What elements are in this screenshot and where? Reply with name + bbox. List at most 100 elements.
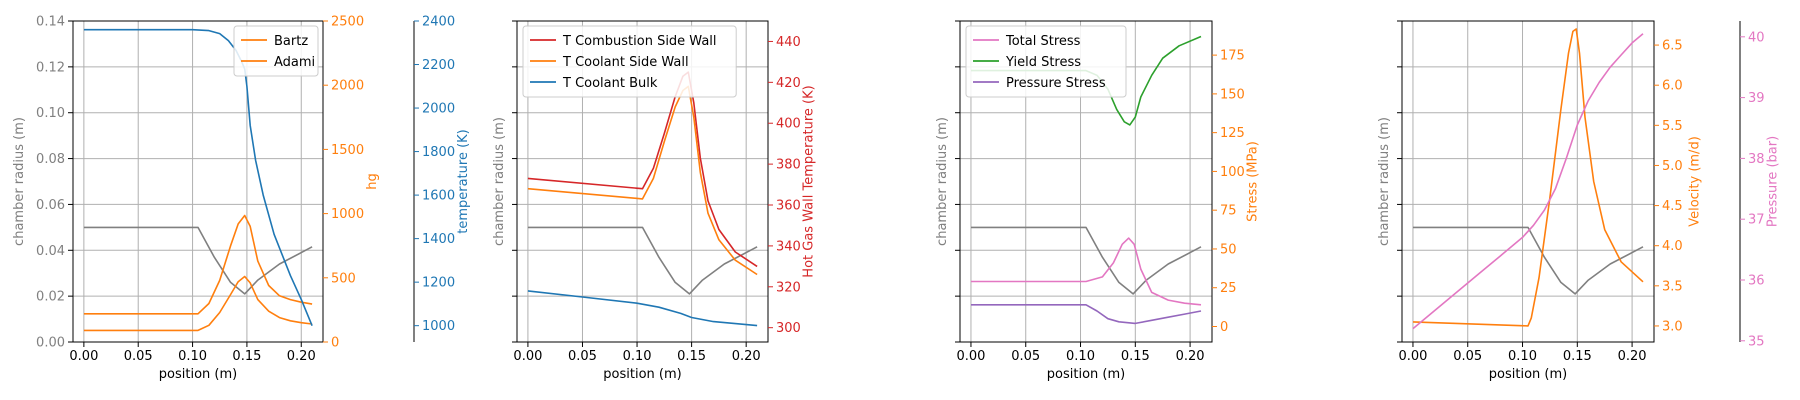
x-tick-label: 0.15 <box>1121 349 1150 364</box>
y-right-axis-label: temperature (K) <box>456 129 471 234</box>
y-right-tick-label: 40 <box>1748 30 1765 45</box>
y-right-tick-label: 6.0 <box>1662 79 1683 94</box>
x-tick-label: 0.20 <box>287 349 316 364</box>
y-right-tick-label: 5.5 <box>1662 119 1683 134</box>
series-line-1 <box>83 226 313 295</box>
plot-frame <box>1401 20 1655 343</box>
y-right-tick-label: 360 <box>776 199 801 214</box>
x-tick-label: 0.05 <box>568 349 597 364</box>
x-tick-label: 0.05 <box>124 349 153 364</box>
y-right-tick-label: 39 <box>1748 91 1765 106</box>
y-left-tick-label: 0.10 <box>36 106 65 121</box>
x-tick-label: 0.20 <box>1618 349 1647 364</box>
y-right-tick-label: 37 <box>1748 213 1765 228</box>
y-right-tick-label: 3.5 <box>1662 279 1683 294</box>
y-right-tick-label: 320 <box>776 280 801 295</box>
y-right-tick-label: 50 <box>1220 242 1237 257</box>
y-left-tick-label: 0.06 <box>36 198 65 213</box>
legend-entry: Pressure Stress <box>1006 76 1106 91</box>
legend-box <box>965 25 1127 98</box>
y-right-tick-label: 6.5 <box>1662 39 1683 54</box>
y-right-tick-label: 75 <box>1220 204 1237 219</box>
y-left-tick-label: 0.08 <box>36 152 65 167</box>
y-right-tick-label: 38 <box>1748 152 1765 167</box>
x-tick-label: 0.10 <box>178 349 207 364</box>
y-right-tick-label: 5.0 <box>1662 159 1683 174</box>
legend: Bartz Adami <box>233 25 319 77</box>
series-line-4 <box>83 28 313 327</box>
x-tick-label: 0.10 <box>1066 349 1095 364</box>
x-tick-label: 0.20 <box>1176 349 1205 364</box>
legend-box <box>522 25 737 98</box>
y-left-tick-label: 0.04 <box>36 244 65 259</box>
chart-panel-1: 0.00 0.05 0.10 0.15 0.20 position (m) 0.00 0.02… <box>12 15 471 383</box>
legend-entry: Adami <box>274 55 315 70</box>
plot-frame <box>72 20 324 343</box>
y-right-axis-label: Pressure (bar) <box>1765 136 1780 227</box>
y-left-tick-label: 0.02 <box>36 290 65 305</box>
y-right-tick-label: 125 <box>1220 126 1245 141</box>
series-line-t-combustion-side-wall <box>527 71 758 268</box>
y-left-axis-label: chamber radius (m) <box>935 117 950 246</box>
x-axis-label: position (m) <box>1047 367 1125 382</box>
y-right-tick-label: 0 <box>1220 320 1228 335</box>
y-right-tick-label: 4.0 <box>1662 239 1683 254</box>
y-right-axis-label: hg <box>365 173 380 190</box>
y-right-tick-label: 150 <box>1220 87 1245 102</box>
x-tick-label: 0.15 <box>232 349 261 364</box>
legend-entry: Total Stress <box>1005 34 1081 49</box>
legend-entry: Yield Stress <box>1005 55 1081 70</box>
y-left-tick-label: 0.14 <box>36 15 65 30</box>
y-right-tick-label: 1200 <box>422 276 455 291</box>
x-tick-label: 0.00 <box>69 349 98 364</box>
series-line-t-coolant-bulk <box>527 290 758 327</box>
y-left-tick-label: 0.00 <box>36 336 65 351</box>
y-right-tick-label: 0 <box>331 336 339 351</box>
legend-box <box>233 25 319 77</box>
y-right-axis-label: Velocity (m/d) <box>1688 136 1703 227</box>
y-right-tick-label: 420 <box>776 76 801 91</box>
y-right-tick-label: 36 <box>1748 273 1765 288</box>
series-line-t-coolant-side-wall <box>527 85 758 276</box>
y-right-tick-label: 440 <box>776 35 801 50</box>
series-line-1 <box>527 226 758 295</box>
y-right-tick-label: 500 <box>331 271 356 286</box>
y-right-tick-label: 340 <box>776 239 801 254</box>
y-right-axis-label: Hot Gas Wall Temperature (K) <box>802 85 817 277</box>
x-tick-label: 0.15 <box>677 349 706 364</box>
series-line-1 <box>1413 226 1644 295</box>
x-tick-label: 0.15 <box>1563 349 1592 364</box>
y-right-tick-label: 2500 <box>331 15 364 30</box>
y-right-tick-label: 100 <box>1220 165 1245 180</box>
chart-panel-2: 0.00 0.05 0.10 0.15 0.20 position (m) chamber … <box>492 20 817 382</box>
legend: T Combustion Side Wall T Coolant Side Wal… <box>522 25 737 98</box>
x-tick-label: 0.00 <box>956 349 985 364</box>
x-axis-label: position (m) <box>159 367 237 382</box>
y-right-tick-label: 3.0 <box>1662 319 1683 334</box>
x-tick-label: 0.10 <box>623 349 652 364</box>
series-line-2 <box>1412 28 1644 327</box>
legend-entry: T Coolant Side Wall <box>562 55 689 70</box>
x-axis-label: position (m) <box>603 367 681 382</box>
y-left-axis-label: chamber radius (m) <box>12 117 27 246</box>
x-axis-label: position (m) <box>1489 367 1567 382</box>
y-right-tick-label: 2000 <box>331 79 364 94</box>
y-right-tick-label: 2400 <box>422 15 455 30</box>
legend-entry: Bartz <box>274 34 308 49</box>
series-line-1 <box>971 226 1202 295</box>
x-tick-label: 0.05 <box>1453 349 1482 364</box>
y-right-tick-label: 1500 <box>331 143 364 158</box>
y-left-axis-label: chamber radius (m) <box>492 117 507 246</box>
plot-frame <box>959 20 1213 343</box>
y-right-axis-label: Stress (MPa) <box>1246 141 1261 222</box>
y-right-tick-label: 1400 <box>422 232 455 247</box>
y-right-tick-label: 300 <box>776 321 801 336</box>
y-right-tick-label: 4.5 <box>1662 199 1683 214</box>
series-line-pressure-stress <box>971 303 1202 325</box>
x-tick-label: 0.05 <box>1011 349 1040 364</box>
chart-panel-4: 0.00 0.05 0.10 0.15 0.20 position (m) chamber … <box>1377 20 1780 382</box>
x-tick-label: 0.00 <box>1398 349 1427 364</box>
y-right-tick-label: 380 <box>776 158 801 173</box>
y-right-tick-label: 400 <box>776 117 801 132</box>
